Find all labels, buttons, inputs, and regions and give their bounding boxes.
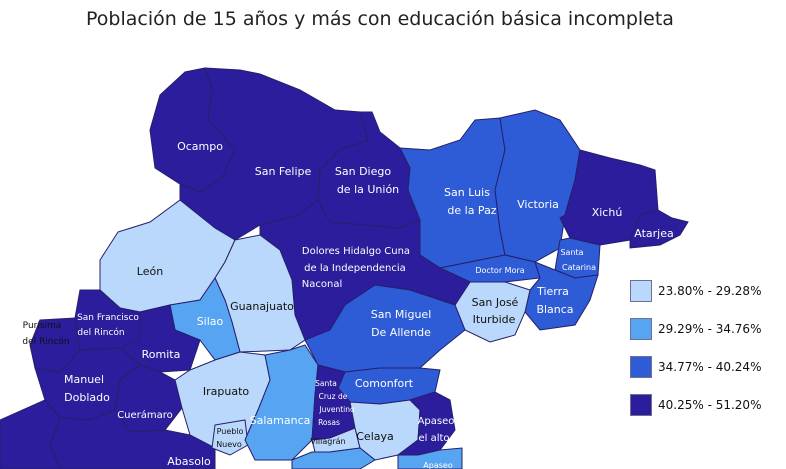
label-san-miguel-2: De Allende xyxy=(371,326,431,339)
label-santa-catarina-2: Catarina xyxy=(562,263,596,272)
legend-swatch xyxy=(630,318,652,340)
label-santa-cruz-4: Rosas xyxy=(318,418,340,427)
legend-swatch xyxy=(630,356,652,378)
legend-swatch xyxy=(630,280,652,302)
label-apaseo-alto-2: el alto xyxy=(418,433,449,444)
map-title: Población de 15 años y más con educación… xyxy=(86,8,674,30)
label-san-jose-2: Iturbide xyxy=(473,313,516,326)
label-guanajuato: Guanajuato xyxy=(230,300,294,313)
region-cortazar[interactable] xyxy=(291,447,376,469)
label-santa-cruz-2: Cruz de xyxy=(319,392,348,401)
region-tierra-blanca[interactable] xyxy=(524,261,599,331)
label-pueblo-nuevo-1: Pueblo xyxy=(217,427,244,436)
region-apaseo-grande[interactable] xyxy=(397,447,463,469)
label-san-miguel-1: San Miguel xyxy=(371,308,432,321)
label-purisima-1: Purísima xyxy=(23,321,62,331)
region-santa-catarina[interactable] xyxy=(554,237,601,279)
legend-label: 34.77% - 40.24% xyxy=(658,360,762,374)
label-tierra-blanca-2: Blanca xyxy=(536,303,573,316)
region-sw xyxy=(0,399,61,469)
label-san-felipe: San Felipe xyxy=(255,165,312,178)
label-dolores-3: Naconal xyxy=(302,279,342,290)
label-comonfort: Comonfort xyxy=(355,377,414,390)
label-manuel-doblado-1: Manuel xyxy=(64,373,104,386)
label-purisima-2: del Rincón xyxy=(22,336,69,347)
label-leon: León xyxy=(137,265,163,278)
label-tierra-blanca-1: Tierra xyxy=(536,285,569,298)
region-romita[interactable] xyxy=(119,304,201,373)
label-xichu: Xichú xyxy=(592,206,623,219)
label-romita: Romita xyxy=(142,348,181,361)
label-santa-cruz-1: Santa xyxy=(315,379,337,388)
region-san-jose[interactable] xyxy=(454,281,531,343)
label-san-jose-1: San José xyxy=(472,296,519,309)
label-san-luis-1: San Luis xyxy=(444,186,490,199)
label-villagran: Villagrán xyxy=(310,437,345,446)
legend-label: 40.25% - 51.20% xyxy=(658,398,762,412)
legend-label: 29.29% - 34.76% xyxy=(658,322,762,336)
label-salamanca: Salamanca xyxy=(250,414,311,427)
legend-label: 23.80% - 29.28% xyxy=(658,284,762,298)
label-san-francisco-2: del Rincón xyxy=(77,327,124,338)
label-san-francisco-1: San Francisco xyxy=(77,313,139,323)
label-san-diego-2: de la Unión xyxy=(337,183,399,196)
legend-item: 29.29% - 34.76% xyxy=(630,310,761,348)
label-dolores-2: de la Independencia xyxy=(304,263,406,274)
label-victoria: Victoria xyxy=(517,198,559,211)
label-irapuato: Irapuato xyxy=(203,385,250,398)
legend-item: 40.25% - 51.20% xyxy=(630,386,761,424)
label-celaya: Celaya xyxy=(356,430,394,443)
region-pueblo-nuevo[interactable] xyxy=(211,419,249,456)
label-san-diego-1: San Diego xyxy=(335,165,391,178)
label-apaseo-alto-1: Apaseo xyxy=(418,416,455,427)
label-pueblo-nuevo-2: Nuevo xyxy=(216,440,242,449)
map-labels: Ocampo San Felipe San Diego de la Unión … xyxy=(22,140,673,469)
label-atarjea: Atarjea xyxy=(634,227,673,240)
legend-swatch xyxy=(630,394,652,416)
label-abasolo: Abasolo xyxy=(167,455,211,468)
legend-item: 23.80% - 29.28% xyxy=(630,272,761,310)
label-santa-cruz-3: Juventino xyxy=(318,405,355,414)
legend: 23.80% - 29.28% 29.29% - 34.76% 34.77% -… xyxy=(630,272,761,424)
label-dolores-1: Dolores Hidalgo Cuna xyxy=(302,246,410,257)
label-apaseo-grande: Apaseo xyxy=(423,461,453,469)
label-manuel-doblado-2: Doblado xyxy=(64,391,110,404)
label-santa-catarina-1: Santa xyxy=(560,248,583,257)
region-salamanca[interactable] xyxy=(244,344,319,461)
label-ocampo: Ocampo xyxy=(177,140,223,153)
legend-item: 34.77% - 40.24% xyxy=(630,348,761,386)
label-doctor-mora: Doctor Mora xyxy=(475,266,524,275)
label-san-luis-2: de la Paz xyxy=(447,204,496,217)
region-atarjea[interactable] xyxy=(629,209,689,249)
label-silao: Silao xyxy=(197,315,224,328)
label-cueramaro: Cuerámaro xyxy=(117,409,173,421)
